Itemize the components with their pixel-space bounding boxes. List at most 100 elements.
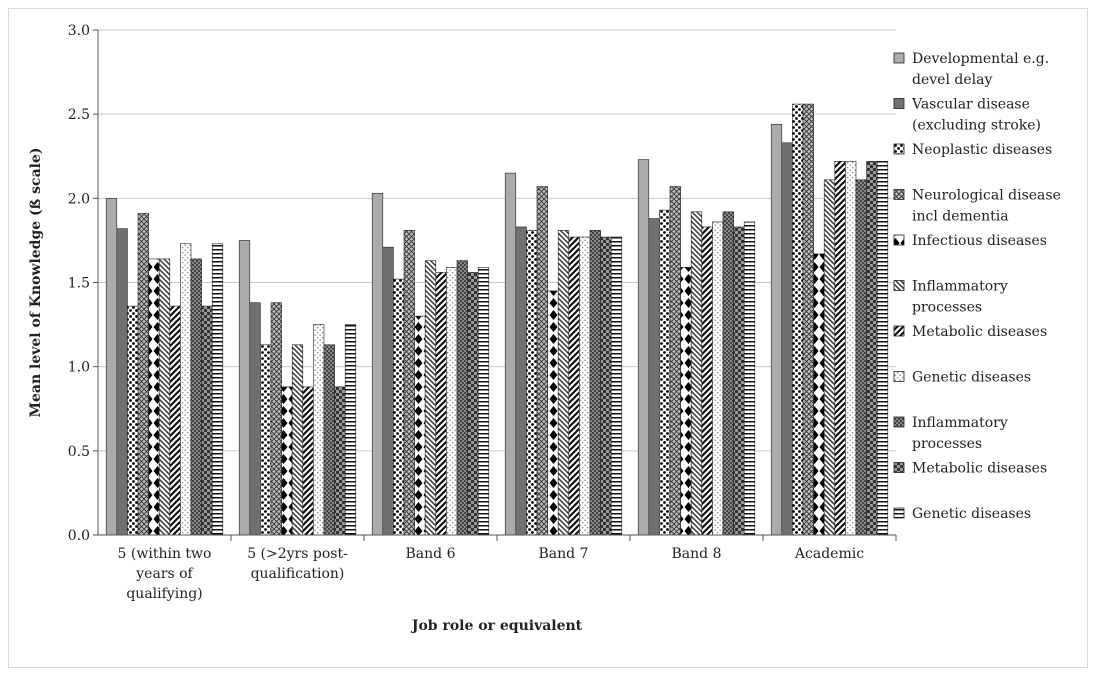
bar (281, 386, 293, 536)
legend-label: Neoplastic diseases (912, 142, 1052, 158)
bar (414, 315, 426, 536)
bar (477, 267, 490, 536)
bar (802, 103, 814, 536)
bar (526, 230, 538, 536)
y-tick-labels: 0.0 0.5 1.0 1.5 2.0 2.5 3.0 (68, 23, 98, 544)
bar (866, 161, 878, 536)
bar (334, 386, 346, 536)
legend-label: Metabolic diseases (912, 324, 1047, 340)
bar (313, 324, 325, 536)
bar (792, 103, 804, 536)
bar (733, 226, 745, 536)
bar (137, 213, 149, 536)
bar (589, 230, 601, 536)
bar (637, 159, 650, 536)
bar (743, 221, 756, 536)
legend-swatch (893, 52, 905, 64)
bar (424, 260, 437, 536)
x-category-labels: 5 (within two years of qualifying) 5 (>2yrs… (118, 535, 897, 602)
bar (238, 240, 251, 536)
legend-label: Metabolic diseases (912, 461, 1047, 477)
bar (344, 324, 357, 536)
legend-swatch (893, 280, 905, 291)
bar (659, 209, 671, 536)
bar (403, 230, 415, 536)
bar (845, 161, 857, 536)
bar (610, 236, 623, 536)
y-tick-label: 0.5 (68, 444, 90, 460)
bar (467, 272, 479, 536)
bar (323, 344, 335, 536)
y-tick-label: 2.5 (68, 107, 90, 123)
y-tick-label: 3.0 (68, 23, 90, 39)
bar (781, 142, 793, 536)
bar (690, 211, 703, 536)
bar (712, 221, 724, 536)
legend-label: Genetic diseases (912, 506, 1031, 522)
x-category-label: 5 (within two years of qualifying) (118, 546, 212, 602)
bar (105, 198, 118, 536)
bar (169, 305, 181, 536)
bar (270, 302, 282, 536)
bar (669, 186, 681, 536)
bar (600, 236, 612, 536)
legend-swatch (893, 234, 905, 246)
legend-swatch (893, 371, 905, 382)
y-tick-label: 1.5 (68, 276, 90, 292)
bar (291, 344, 304, 536)
bar (579, 236, 591, 536)
legend-label: Genetic diseases (912, 370, 1031, 386)
bar (302, 386, 314, 536)
bar (701, 226, 713, 536)
legend-label: Developmental e.g. devel delay (912, 51, 1049, 88)
legend-swatch (893, 416, 905, 428)
bar (568, 236, 580, 536)
bar (515, 226, 527, 536)
bar (190, 258, 202, 536)
bar (148, 258, 160, 536)
legend-swatch (893, 189, 905, 200)
bar (180, 243, 192, 536)
legend-swatch (893, 143, 905, 155)
bar (547, 290, 559, 536)
bar (834, 161, 846, 536)
y-tick-label: 2.0 (68, 191, 90, 207)
bar-chart: 0.0 0.5 1.0 1.5 2.0 2.5 3.0 5 (within two years… (28, 23, 1061, 634)
bar (680, 267, 692, 536)
legend-label: Vascular disease (excluding stroke) (911, 97, 1041, 134)
bar (382, 246, 394, 536)
bar (201, 305, 213, 536)
y-axis-title: Mean level of Knowledge (ß scale) (28, 147, 44, 417)
bar (211, 243, 224, 536)
y-tick-label: 0.0 (68, 528, 90, 544)
legend-label: Inflammatory processes (912, 415, 1008, 452)
legend: Developmental e.g. devel delay Vascular di… (893, 51, 1061, 522)
bar (371, 192, 384, 536)
bar (536, 186, 548, 536)
x-category-label: Band 6 (406, 546, 456, 562)
bar (770, 123, 783, 536)
legend-swatch (893, 462, 905, 473)
legend-label: Inflammatory processes (912, 279, 1008, 316)
x-category-label: Academic (794, 546, 864, 562)
legend-swatch (893, 98, 905, 109)
bar (648, 218, 660, 536)
bar (722, 211, 734, 536)
bar (823, 179, 836, 536)
bar (435, 272, 447, 536)
legend-label: Neurological disease incl dementia (912, 188, 1061, 225)
bar (504, 172, 517, 536)
bar (127, 305, 139, 536)
x-category-label: Band 8 (672, 546, 722, 562)
bar (456, 260, 468, 536)
y-tick-label: 1.0 (68, 360, 90, 376)
bar (116, 228, 128, 536)
chart-frame: 0.0 0.5 1.0 1.5 2.0 2.5 3.0 5 (within two years… (8, 8, 1088, 668)
legend-swatch (893, 507, 905, 519)
x-category-label: 5 (>2yrs post-qualification) (247, 546, 348, 582)
bar (446, 267, 458, 536)
bar (855, 179, 867, 536)
legend-swatch (893, 325, 905, 337)
bar (260, 344, 272, 536)
gridlines (98, 29, 896, 452)
